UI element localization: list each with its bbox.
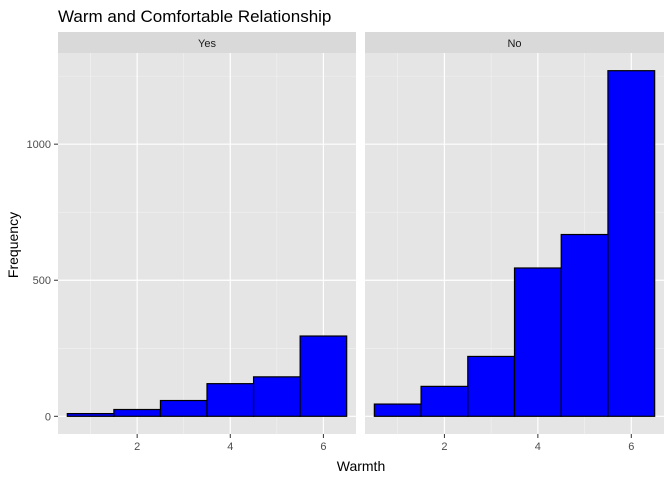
facet-panel-no: No 2 4 6 xyxy=(365,32,664,453)
chart-title: Warm and Comfortable Relationship xyxy=(58,7,331,26)
plot-layer: 0 500 1000 Yes 2 4 6 No 2 4 6 xyxy=(27,32,664,453)
histogram-bar xyxy=(373,403,422,417)
facet-strip xyxy=(365,32,664,53)
histogram-bar xyxy=(159,399,208,417)
histogram-bar xyxy=(206,383,255,417)
facet-strip-label: No xyxy=(507,38,521,50)
histogram-bar xyxy=(113,408,162,417)
x-tick-label: 4 xyxy=(227,441,233,453)
histogram-bar xyxy=(513,267,562,417)
facet-panel-yes: Yes 2 4 6 xyxy=(58,32,356,453)
y-axis-title: Frequency xyxy=(5,212,21,278)
histogram-bar xyxy=(467,355,516,417)
histogram-bar xyxy=(420,385,469,417)
histogram-bar xyxy=(66,412,115,417)
histogram-bar xyxy=(299,335,348,417)
histogram-bar xyxy=(560,233,609,417)
x-tick-label: 2 xyxy=(134,441,140,453)
histogram-bar xyxy=(607,70,656,417)
histogram-bar xyxy=(252,376,301,417)
x-tick-label: 6 xyxy=(320,441,326,453)
y-tick-label: 0 xyxy=(45,411,51,423)
x-tick-label: 6 xyxy=(628,441,634,453)
x-tick-label: 4 xyxy=(535,441,541,453)
y-tick-label: 500 xyxy=(33,275,51,287)
x-tick-label: 2 xyxy=(441,441,447,453)
facet-strip xyxy=(58,32,356,53)
facet-strip-label: Yes xyxy=(198,38,216,50)
y-tick-label: 1000 xyxy=(27,139,51,151)
x-axis-title: Warmth xyxy=(337,458,385,474)
